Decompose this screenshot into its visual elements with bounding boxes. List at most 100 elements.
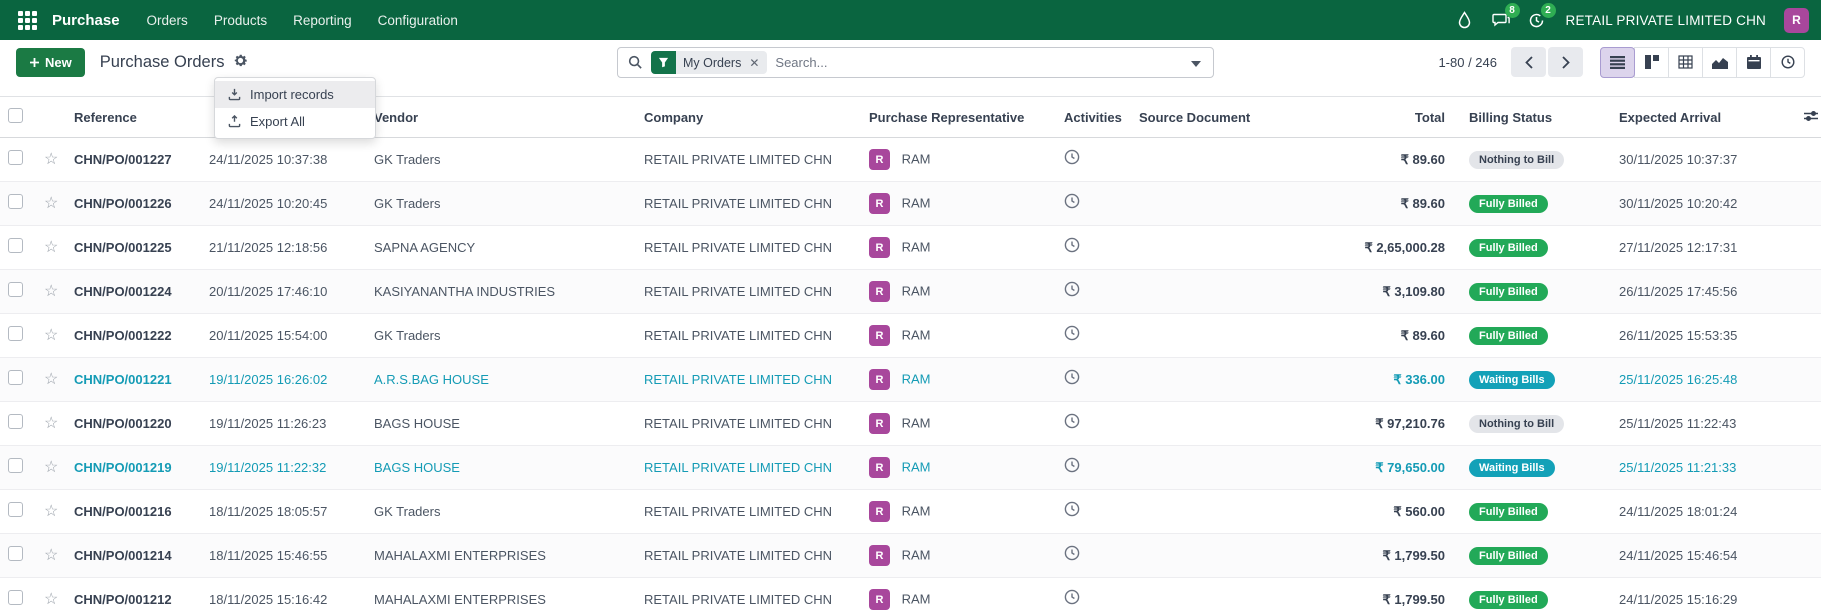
schedule-activity-clock-icon[interactable]	[1064, 193, 1080, 212]
header-reference[interactable]: Reference	[66, 96, 201, 138]
filter-chip-my-orders[interactable]: My Orders ✕	[651, 51, 768, 74]
header-total[interactable]: Total	[1311, 96, 1461, 138]
schedule-activity-clock-icon[interactable]	[1064, 281, 1080, 300]
cell-total: ₹ 1,799.50	[1311, 577, 1461, 611]
cell-expected-arrival: 27/11/2025 12:17:31	[1611, 225, 1796, 270]
cell-order-date: 20/11/2025 15:54:00	[201, 313, 366, 358]
row-checkbox[interactable]	[8, 369, 23, 385]
favorite-star-icon[interactable]: ☆	[44, 150, 59, 168]
graph-view-button[interactable]	[1702, 46, 1737, 78]
rep-avatar: R	[869, 545, 890, 566]
pager-previous-button[interactable]	[1511, 47, 1546, 77]
schedule-activity-clock-icon[interactable]	[1064, 457, 1080, 476]
favorite-star-icon[interactable]: ☆	[44, 458, 59, 476]
gear-icon[interactable]	[233, 53, 248, 71]
messages-icon[interactable]: 8	[1488, 3, 1520, 33]
user-avatar[interactable]: R	[1784, 7, 1809, 33]
row-checkbox[interactable]	[8, 149, 23, 165]
table-row[interactable]: ☆ CHN/PO/001221 19/11/2025 16:26:02 A.R.…	[0, 357, 1821, 402]
favorite-star-icon[interactable]: ☆	[44, 502, 59, 520]
activity-view-button[interactable]	[1770, 46, 1805, 78]
row-checkbox[interactable]	[8, 193, 23, 209]
schedule-activity-clock-icon[interactable]	[1064, 325, 1080, 344]
row-checkbox[interactable]	[8, 325, 23, 341]
menu-products[interactable]: Products	[213, 12, 268, 28]
table-row[interactable]: ☆ CHN/PO/001225 21/11/2025 12:18:56 SAPN…	[0, 225, 1821, 270]
calendar-view-button[interactable]	[1736, 46, 1771, 78]
schedule-activity-clock-icon[interactable]	[1064, 237, 1080, 256]
filter-remove-icon[interactable]: ✕	[749, 55, 760, 70]
row-checkbox[interactable]	[8, 501, 23, 517]
app-name[interactable]: Purchase	[52, 11, 120, 29]
kanban-view-button[interactable]	[1634, 46, 1669, 78]
droplet-icon[interactable]	[1452, 7, 1478, 33]
header-company[interactable]: Company	[636, 96, 861, 138]
list-view-button[interactable]	[1600, 46, 1635, 78]
schedule-activity-clock-icon[interactable]	[1064, 149, 1080, 168]
header-activities[interactable]: Activities	[1056, 96, 1131, 138]
search-bar[interactable]: My Orders ✕	[617, 47, 1214, 78]
table-row[interactable]: ☆ CHN/PO/001214 18/11/2025 15:46:55 MAHA…	[0, 533, 1821, 578]
menu-item-export-all[interactable]: Export All	[215, 108, 375, 135]
billing-status-badge: Fully Billed	[1469, 327, 1548, 345]
table-row[interactable]: ☆ CHN/PO/001227 24/11/2025 10:37:38 GK T…	[0, 137, 1821, 182]
header-billing-status[interactable]: Billing Status	[1461, 96, 1611, 138]
table-row[interactable]: ☆ CHN/PO/001224 20/11/2025 17:46:10 KASI…	[0, 269, 1821, 314]
cell-total: ₹ 2,65,000.28	[1311, 225, 1461, 270]
activities-icon[interactable]: 2	[1524, 3, 1556, 33]
apps-grid-icon[interactable]	[12, 5, 42, 35]
header-vendor[interactable]: Vendor	[366, 96, 636, 138]
menu-reporting[interactable]: Reporting	[293, 12, 352, 28]
cell-company: RETAIL PRIVATE LIMITED CHN	[636, 313, 861, 358]
row-checkbox[interactable]	[8, 589, 23, 605]
row-checkbox[interactable]	[8, 281, 23, 297]
billing-status-badge: Fully Billed	[1469, 503, 1548, 521]
favorite-star-icon[interactable]: ☆	[44, 238, 59, 256]
cell-source-document	[1131, 313, 1311, 358]
search-input[interactable]	[775, 55, 1181, 70]
favorite-star-icon[interactable]: ☆	[44, 414, 59, 432]
favorite-star-icon[interactable]: ☆	[44, 546, 59, 564]
favorite-star-icon[interactable]: ☆	[44, 370, 59, 388]
table-row[interactable]: ☆ CHN/PO/001212 18/11/2025 15:16:42 MAHA…	[0, 577, 1821, 611]
cell-representative: RAM	[901, 371, 931, 387]
cell-vendor: MAHALAXMI ENTERPRISES	[366, 577, 636, 611]
cell-expected-arrival: 26/11/2025 17:45:56	[1611, 269, 1796, 314]
table-row[interactable]: ☆ CHN/PO/001220 19/11/2025 11:26:23 BAGS…	[0, 401, 1821, 446]
table-row[interactable]: ☆ CHN/PO/001222 20/11/2025 15:54:00 GK T…	[0, 313, 1821, 358]
pivot-view-button[interactable]	[1668, 46, 1703, 78]
table-row[interactable]: ☆ CHN/PO/001219 19/11/2025 11:22:32 BAGS…	[0, 445, 1821, 490]
cell-total: ₹ 1,799.50	[1311, 533, 1461, 578]
table-row[interactable]: ☆ CHN/PO/001216 18/11/2025 18:05:57 GK T…	[0, 489, 1821, 534]
cell-expected-arrival: 24/11/2025 15:46:54	[1611, 533, 1796, 578]
optional-columns-icon[interactable]	[1796, 96, 1821, 138]
search-dropdown-caret[interactable]	[1189, 54, 1203, 72]
row-checkbox[interactable]	[8, 413, 23, 429]
schedule-activity-clock-icon[interactable]	[1064, 545, 1080, 564]
header-source-document[interactable]: Source Document	[1131, 96, 1311, 138]
pager-next-button[interactable]	[1548, 47, 1583, 77]
schedule-activity-clock-icon[interactable]	[1064, 589, 1080, 608]
new-button[interactable]: New	[16, 47, 85, 77]
favorite-star-icon[interactable]: ☆	[44, 590, 59, 608]
cell-expected-arrival: 25/11/2025 11:21:33	[1611, 445, 1796, 490]
menu-orders[interactable]: Orders	[146, 12, 188, 28]
row-checkbox[interactable]	[8, 457, 23, 473]
company-switcher[interactable]: RETAIL PRIVATE LIMITED CHN	[1565, 12, 1766, 28]
cell-company: RETAIL PRIVATE LIMITED CHN	[636, 401, 861, 446]
table-row[interactable]: ☆ CHN/PO/001226 24/11/2025 10:20:45 GK T…	[0, 181, 1821, 226]
favorite-star-icon[interactable]: ☆	[44, 282, 59, 300]
menu-item-import-records[interactable]: Import records	[215, 81, 375, 108]
schedule-activity-clock-icon[interactable]	[1064, 501, 1080, 520]
select-all-checkbox[interactable]	[8, 108, 23, 123]
header-purchase-representative[interactable]: Purchase Representative	[861, 96, 1056, 138]
cell-reference: CHN/PO/001222	[74, 327, 172, 343]
row-checkbox[interactable]	[8, 237, 23, 253]
schedule-activity-clock-icon[interactable]	[1064, 413, 1080, 432]
row-checkbox[interactable]	[8, 545, 23, 561]
header-expected-arrival[interactable]: Expected Arrival	[1611, 96, 1796, 138]
schedule-activity-clock-icon[interactable]	[1064, 369, 1080, 388]
favorite-star-icon[interactable]: ☆	[44, 194, 59, 212]
menu-configuration[interactable]: Configuration	[377, 12, 458, 28]
favorite-star-icon[interactable]: ☆	[44, 326, 59, 344]
